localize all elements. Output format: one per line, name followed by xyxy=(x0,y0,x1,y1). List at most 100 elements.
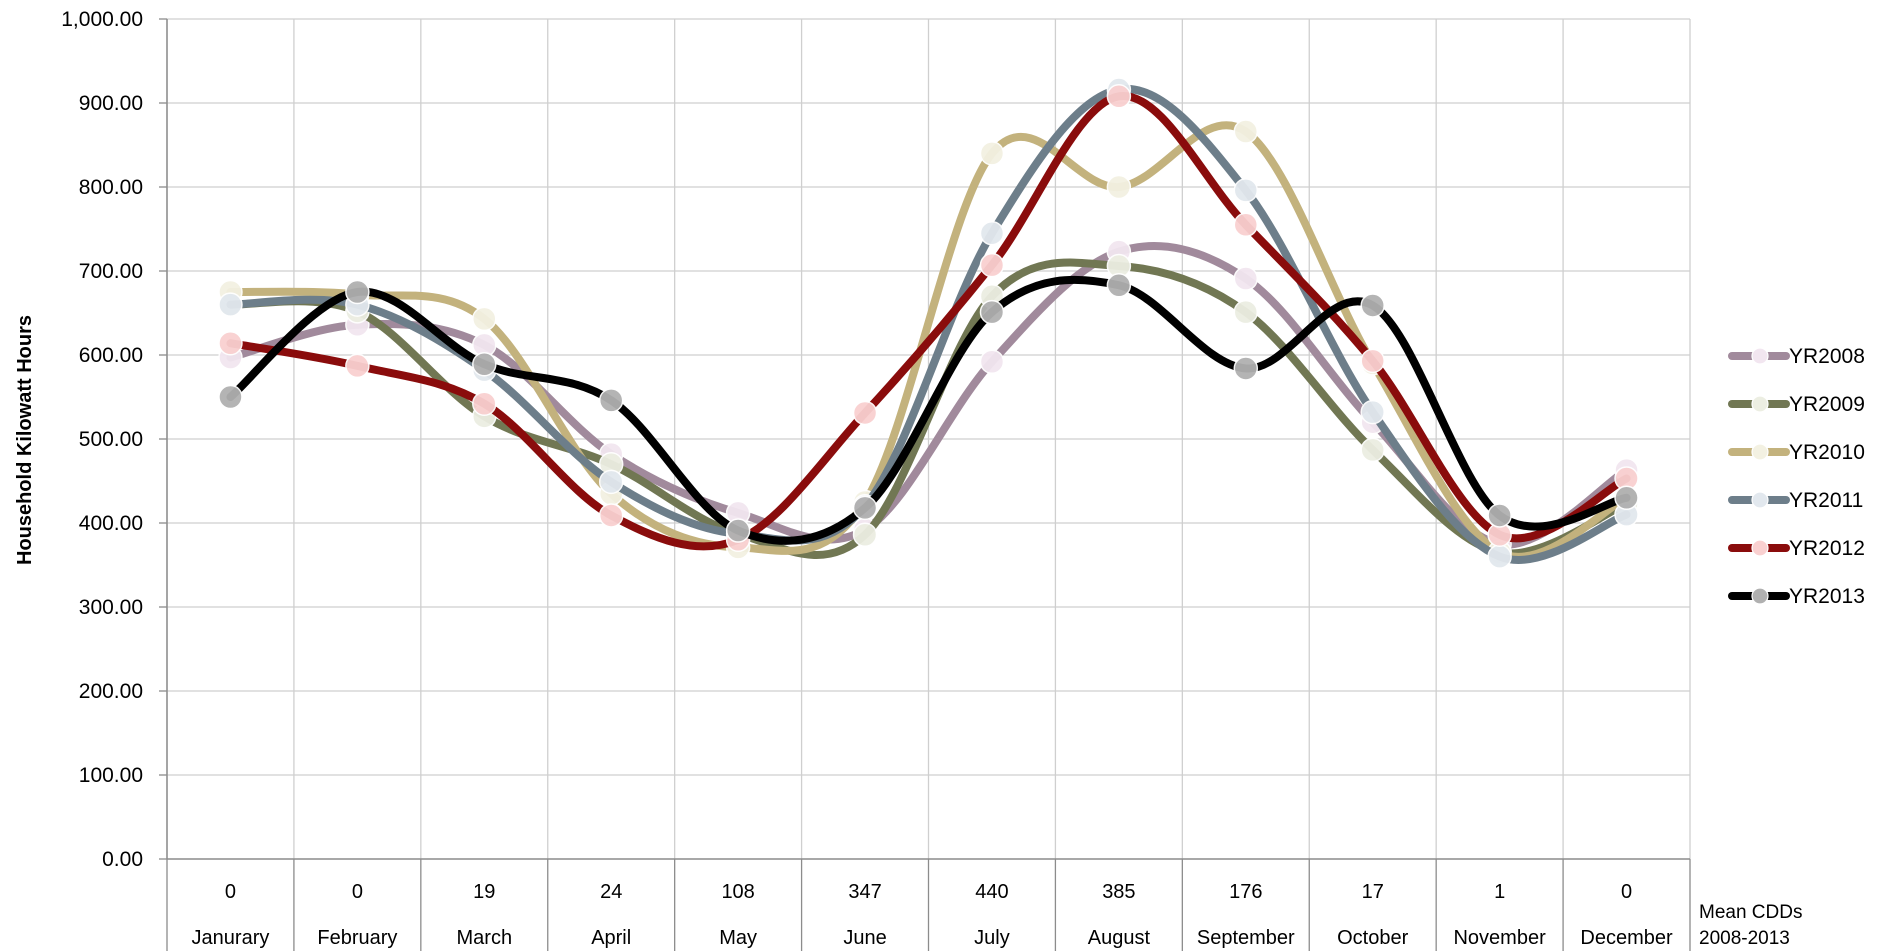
legend-label: YR2010 xyxy=(1789,441,1865,464)
x-tick-label: Janurary xyxy=(192,927,270,949)
legend-marker xyxy=(1751,587,1769,605)
y-axis-label: Household Kilowatt Hours xyxy=(14,315,36,565)
series-line xyxy=(226,121,1631,561)
series-layer xyxy=(218,77,1639,569)
y-tick-label: 100.00 xyxy=(79,764,143,787)
data-point xyxy=(218,384,243,410)
data-point xyxy=(725,518,751,543)
x-tick-label: May xyxy=(719,927,757,949)
data-point xyxy=(472,306,497,332)
data-point xyxy=(1106,84,1132,109)
legend-item-YR2013: YR2013 xyxy=(1728,585,1865,608)
series-line xyxy=(226,275,1631,545)
data-point xyxy=(979,299,1005,325)
gridlines xyxy=(166,18,1691,859)
data-point xyxy=(1106,273,1132,298)
cdd-value: 440 xyxy=(975,881,1008,903)
data-point xyxy=(979,252,1005,278)
x-tick-label: July xyxy=(974,927,1010,949)
data-point xyxy=(1233,356,1259,381)
data-point xyxy=(1233,299,1259,325)
legend-marker xyxy=(1751,347,1769,365)
x-tick-label: December xyxy=(1580,927,1673,949)
legend-label: YR2011 xyxy=(1789,489,1863,512)
data-point xyxy=(345,279,370,305)
legend-marker xyxy=(1751,443,1769,461)
data-point xyxy=(218,330,243,356)
x-tick-label: September xyxy=(1197,927,1295,949)
series-YR2013 xyxy=(218,273,1639,545)
cdd-value: 19 xyxy=(473,881,495,903)
x-tick-label: June xyxy=(843,927,886,949)
data-point xyxy=(979,220,1005,246)
legend: YR2008 YR2009 YR2010 YR2011 YR2012 YR2013 xyxy=(1728,345,1865,608)
data-point xyxy=(1233,212,1259,238)
x-tick-label: November xyxy=(1453,927,1546,949)
legend-label: YR2012 xyxy=(1789,537,1865,560)
cdd-value: 385 xyxy=(1102,881,1135,903)
data-point xyxy=(1233,178,1259,203)
cdd-row-title: 2008-2013 xyxy=(1699,928,1790,949)
data-point xyxy=(852,495,878,521)
data-point xyxy=(472,391,497,416)
x-tick-label: August xyxy=(1088,927,1151,949)
x-axis: 0 Janurary 0 February 19 March 24 April 108 May 34… xyxy=(166,858,1802,951)
cdd-value: 0 xyxy=(225,881,236,903)
legend-marker xyxy=(1751,395,1769,413)
data-point xyxy=(979,349,1005,374)
legend-item-YR2011: YR2011 xyxy=(1728,489,1863,512)
x-tick-label: February xyxy=(317,927,397,949)
data-point xyxy=(852,522,878,548)
cdd-value: 347 xyxy=(848,881,881,903)
legend-item-YR2012: YR2012 xyxy=(1728,537,1865,560)
y-tick-label: 0.00 xyxy=(102,848,143,871)
data-point xyxy=(218,292,243,317)
x-tick-label: April xyxy=(591,927,631,949)
y-tick-label: 800.00 xyxy=(79,176,143,199)
x-tick-label: March xyxy=(457,927,513,949)
y-tick-label: 700.00 xyxy=(79,260,143,283)
cdd-value: 108 xyxy=(721,881,754,903)
legend-item-YR2009: YR2009 xyxy=(1728,393,1865,416)
y-axis: 0.00 100.00 200.00 300.00 400.00 500.00 600.00… xyxy=(61,8,168,871)
series-YR2012 xyxy=(218,84,1639,553)
legend-label: YR2008 xyxy=(1789,345,1865,368)
y-tick-label: 600.00 xyxy=(79,344,143,367)
cdd-value: 0 xyxy=(1621,881,1632,903)
legend-marker xyxy=(1751,539,1769,557)
data-point xyxy=(1360,437,1385,463)
data-point xyxy=(1360,348,1385,374)
y-tick-label: 400.00 xyxy=(79,512,143,535)
data-point xyxy=(1233,119,1259,144)
data-point xyxy=(1487,544,1512,569)
cdd-value: 24 xyxy=(600,881,622,903)
data-point xyxy=(598,388,624,413)
data-point xyxy=(472,351,497,377)
legend-marker xyxy=(1751,491,1769,509)
cdd-value: 1 xyxy=(1494,881,1505,903)
data-point xyxy=(852,400,878,426)
cdd-value: 17 xyxy=(1362,881,1384,903)
data-point xyxy=(345,353,370,379)
data-point xyxy=(1487,503,1512,528)
data-point xyxy=(1360,399,1385,425)
data-point xyxy=(598,503,624,528)
data-point xyxy=(979,141,1005,166)
y-tick-label: 300.00 xyxy=(79,596,143,619)
data-point xyxy=(1106,174,1132,200)
data-point xyxy=(598,469,624,495)
y-tick-label: 1,000.00 xyxy=(61,8,143,31)
legend-label: YR2009 xyxy=(1789,393,1865,416)
legend-item-YR2008: YR2008 xyxy=(1728,345,1865,368)
data-point xyxy=(1233,266,1259,291)
legend-item-YR2010: YR2010 xyxy=(1728,441,1865,464)
legend-label: YR2013 xyxy=(1789,585,1865,608)
data-point xyxy=(1614,485,1639,511)
cdd-value: 176 xyxy=(1229,881,1262,903)
y-tick-label: 200.00 xyxy=(79,680,143,703)
x-tick-label: October xyxy=(1337,927,1408,949)
cdd-row-title: Mean CDDs xyxy=(1699,902,1802,923)
y-tick-label: 900.00 xyxy=(79,92,143,115)
y-tick-label: 500.00 xyxy=(79,428,143,451)
